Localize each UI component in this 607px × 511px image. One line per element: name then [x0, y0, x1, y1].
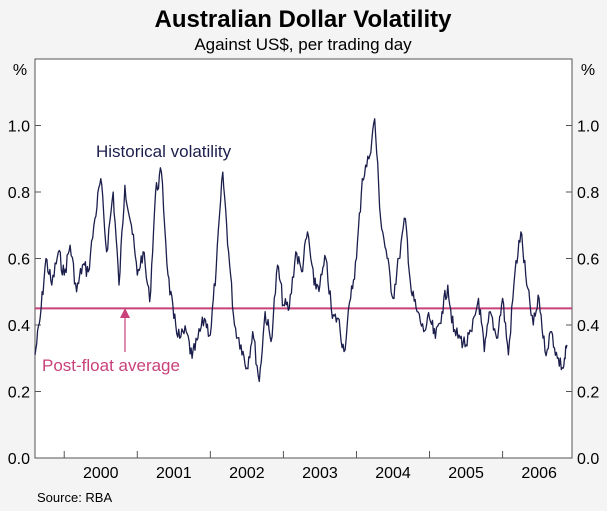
x-axis: 2000 2001 2002 2003 2004 2005 2006 — [63, 451, 557, 482]
chart-title: Australian Dollar Volatility — [155, 6, 453, 33]
y-tick-label-left: 0.0 — [8, 451, 30, 468]
y-tick-label-left: 0.2 — [8, 385, 30, 402]
series-group — [34, 118, 568, 383]
series-annotation: Historical volatility — [96, 142, 232, 161]
y-tick-label-right: 0.2 — [577, 385, 599, 402]
y-tick-label-left: 0.6 — [8, 252, 30, 269]
x-tick-label: 2004 — [375, 465, 411, 482]
x-tick-label: 2006 — [521, 465, 557, 482]
x-tick-label: 2000 — [83, 465, 119, 482]
x-tick-label: 2005 — [448, 465, 484, 482]
y-tick-label-right: 0.0 — [577, 451, 599, 468]
reference-annotation: Post-float average — [42, 356, 180, 375]
series-line-historical-volatility — [34, 118, 568, 383]
y-tick-label-left: 0.4 — [8, 318, 30, 335]
x-tick-label: 2003 — [302, 465, 338, 482]
y-tick-label-left: 0.8 — [8, 185, 30, 202]
y-unit-right: % — [581, 62, 595, 79]
y-unit-left: % — [13, 62, 27, 79]
y-tick-label-left: 1.0 — [8, 119, 30, 136]
source-note: Source: RBA — [37, 490, 112, 505]
reference-arrow-head — [120, 308, 130, 318]
y-tick-label-right: 0.6 — [577, 252, 599, 269]
x-tick-label: 2001 — [156, 465, 192, 482]
chart-subtitle: Against US$, per trading day — [194, 35, 412, 54]
y-tick-label-right: 0.4 — [577, 318, 599, 335]
y-tick-label-right: 0.8 — [577, 185, 599, 202]
y-axis-left: 0.0 0.2 0.4 0.6 0.8 1.0 — [8, 119, 41, 468]
x-tick-label: 2002 — [229, 465, 265, 482]
y-tick-label-right: 1.0 — [577, 119, 599, 136]
y-axis-right: 0.0 0.2 0.4 0.6 0.8 1.0 — [566, 119, 599, 468]
